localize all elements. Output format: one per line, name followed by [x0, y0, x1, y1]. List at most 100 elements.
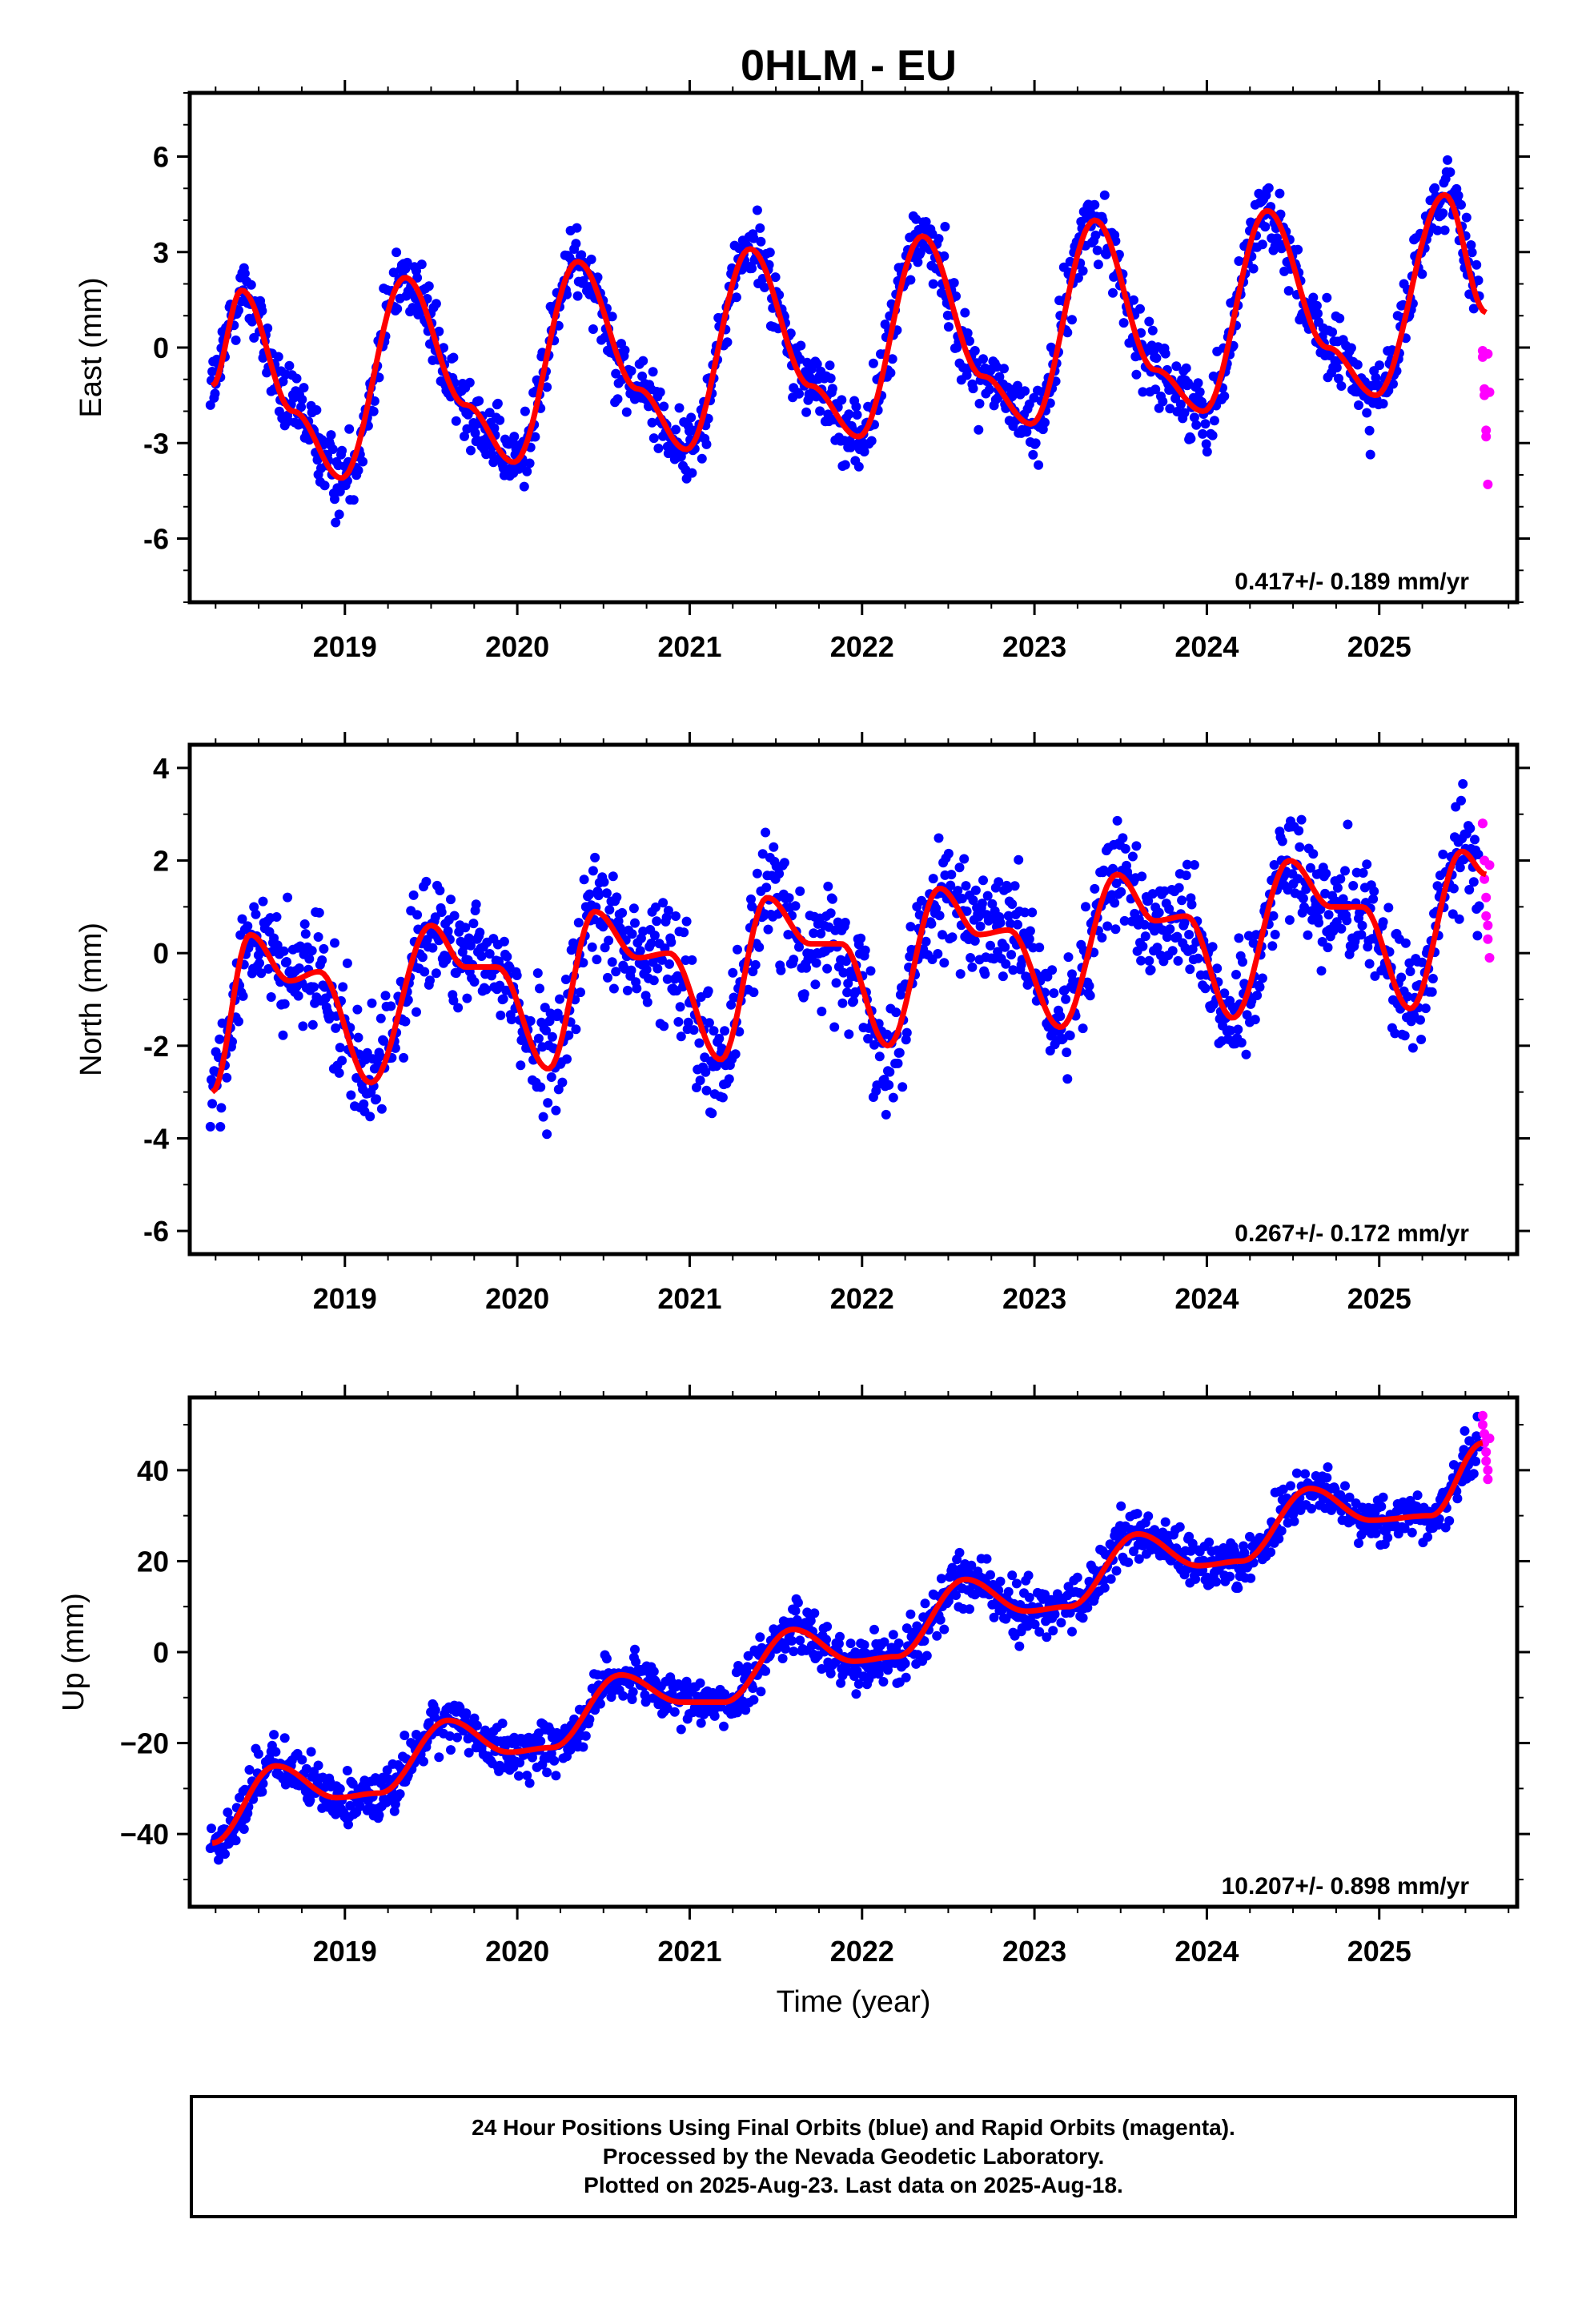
data-point: [742, 1662, 753, 1672]
data-point: [662, 974, 673, 984]
data-point: [995, 918, 1006, 928]
data-point: [1286, 1481, 1295, 1491]
data-point: [630, 918, 640, 928]
data-point: [1456, 199, 1466, 210]
data-point: [894, 1047, 905, 1058]
data-point: [851, 1689, 861, 1699]
data-point: [789, 955, 799, 965]
data-point: [327, 444, 338, 454]
data-point: [598, 922, 608, 932]
data-point: [733, 944, 742, 955]
data-point: [1378, 917, 1388, 927]
data-point: [1110, 924, 1121, 935]
data-point: [1438, 849, 1448, 859]
data-point: [1204, 1537, 1215, 1547]
data-point: [335, 1783, 345, 1794]
data-point: [604, 905, 615, 915]
data-point: [1159, 886, 1170, 896]
data-point: [961, 881, 971, 891]
data-point: [216, 1103, 227, 1113]
data-point: [1474, 901, 1484, 911]
data-point: [1260, 222, 1271, 232]
x-tick-label: 2022: [830, 1282, 894, 1315]
data-point: [1352, 360, 1363, 370]
data-point: [371, 1094, 382, 1104]
data-point: [466, 940, 476, 951]
data-point: [970, 935, 980, 946]
data-point: [974, 911, 984, 922]
data-point: [295, 941, 305, 951]
data-point: [1135, 304, 1145, 314]
data-point: [755, 223, 765, 233]
data-point: [823, 881, 833, 891]
data-point: [1200, 419, 1211, 429]
data-point: [938, 930, 947, 940]
data-point: [859, 1640, 869, 1650]
data-point: [520, 406, 530, 416]
data-point: [549, 1755, 560, 1766]
data-point: [816, 928, 826, 939]
data-point: [1246, 1573, 1256, 1583]
data-point: [448, 995, 459, 1006]
data-point: [391, 247, 402, 258]
data-point: [434, 326, 444, 336]
data-point: [1050, 1609, 1060, 1619]
data-point: [1439, 225, 1450, 235]
data-point: [884, 1080, 894, 1090]
data-point: [1008, 965, 1018, 975]
data-point: [1320, 888, 1331, 899]
data-point: [743, 1651, 753, 1661]
data-point: [856, 933, 866, 943]
data-point: [476, 951, 487, 961]
data-point: [761, 1666, 771, 1676]
data-point: [1340, 1481, 1350, 1491]
data-point: [812, 359, 822, 369]
data-point: [1322, 292, 1332, 303]
data-point: [460, 431, 469, 441]
data-point: [914, 910, 925, 920]
y-tick-label: -3: [143, 427, 169, 460]
data-point: [1468, 1469, 1479, 1479]
data-point: [1174, 1522, 1185, 1532]
data-point: [776, 965, 786, 975]
data-point: [1427, 987, 1437, 997]
data-point: [628, 903, 639, 914]
data-point: [422, 935, 432, 945]
data-point: [968, 384, 978, 394]
data-point: [282, 957, 291, 967]
data-point: [897, 1082, 908, 1092]
data-point: [337, 445, 347, 456]
data-point: [1010, 881, 1020, 891]
data-point: [1014, 1641, 1025, 1651]
data-point: [853, 1679, 864, 1689]
data-point: [1455, 862, 1465, 873]
data-point: [495, 415, 505, 425]
data-point: [674, 403, 685, 413]
data-point: [1405, 967, 1415, 976]
data-point: [1456, 795, 1466, 806]
data-point: [1162, 932, 1172, 943]
x-tick-label: 2023: [1002, 1935, 1066, 1968]
data-point: [375, 1051, 385, 1061]
data-point: [1150, 1525, 1160, 1535]
data-point: [1056, 1618, 1066, 1628]
data-point: [1007, 899, 1018, 909]
data-point: [1465, 823, 1476, 834]
data-point: [796, 340, 806, 351]
data-point: [817, 1664, 827, 1674]
data-point: [1438, 208, 1448, 219]
data-point: [1293, 874, 1303, 884]
data-point: [1152, 943, 1162, 953]
data-point: [701, 1085, 712, 1096]
data-point: [1172, 931, 1182, 942]
data-point: [1364, 425, 1375, 436]
data-point: [714, 1033, 725, 1043]
data-point: [352, 1004, 363, 1015]
data-point: [675, 1002, 685, 1012]
rapid-point: [1483, 1474, 1493, 1485]
data-point: [595, 1699, 605, 1709]
data-point: [1346, 343, 1356, 353]
data-point: [573, 918, 584, 928]
data-point: [1177, 895, 1187, 906]
data-point: [1108, 863, 1118, 874]
